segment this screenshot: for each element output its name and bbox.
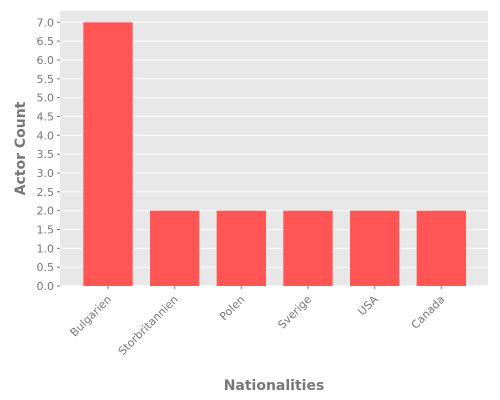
y-tick-label: 5.5 xyxy=(37,73,55,86)
y-tick-label: 1.5 xyxy=(37,223,55,236)
x-tick-label: Storbritannien xyxy=(116,293,181,358)
y-tick-label: 1.0 xyxy=(37,242,55,255)
bar-usa xyxy=(350,210,400,286)
bar-storbritannien xyxy=(150,210,200,286)
y-tick-label: 4.5 xyxy=(37,110,55,123)
bar-bulgarien xyxy=(83,22,133,287)
x-tick-label: Polen xyxy=(217,293,247,323)
y-tick-label: 6.5 xyxy=(37,35,55,48)
y-tick-label: 6.0 xyxy=(37,54,55,67)
y-axis-title: Actor Count xyxy=(13,101,29,195)
bar-sverige xyxy=(283,210,333,286)
y-axis-ticks: 0.0 0.5 1.0 1.5 2.0 2.5 3.0 3.5 4.0 4.5 5.0 5.5 6.0 6… xyxy=(37,16,60,293)
y-tick-label: 2.0 xyxy=(37,205,55,218)
bar-canada xyxy=(416,210,466,286)
y-tick-label: 7.0 xyxy=(37,16,55,29)
x-tick-label: Canada xyxy=(409,293,448,332)
y-tick-label: 0.5 xyxy=(37,261,55,274)
bars xyxy=(83,22,466,287)
y-tick-label: 4.0 xyxy=(37,129,55,142)
x-tick-label: USA xyxy=(355,293,381,319)
y-tick-label: 3.0 xyxy=(37,167,55,180)
x-tick-label: Sverige xyxy=(276,293,315,332)
y-tick-label: 5.0 xyxy=(37,92,55,105)
y-tick-label: 3.5 xyxy=(37,148,55,161)
bar-polen xyxy=(216,210,266,286)
x-axis-title: Nationalities xyxy=(224,378,325,394)
y-tick-label: 0.0 xyxy=(37,280,55,293)
x-axis-ticks: Bulgarien Storbritannien Polen Sverige USA Ca… xyxy=(68,286,448,358)
y-tick-label: 2.5 xyxy=(37,186,55,199)
x-tick-label: Bulgarien xyxy=(68,293,114,339)
